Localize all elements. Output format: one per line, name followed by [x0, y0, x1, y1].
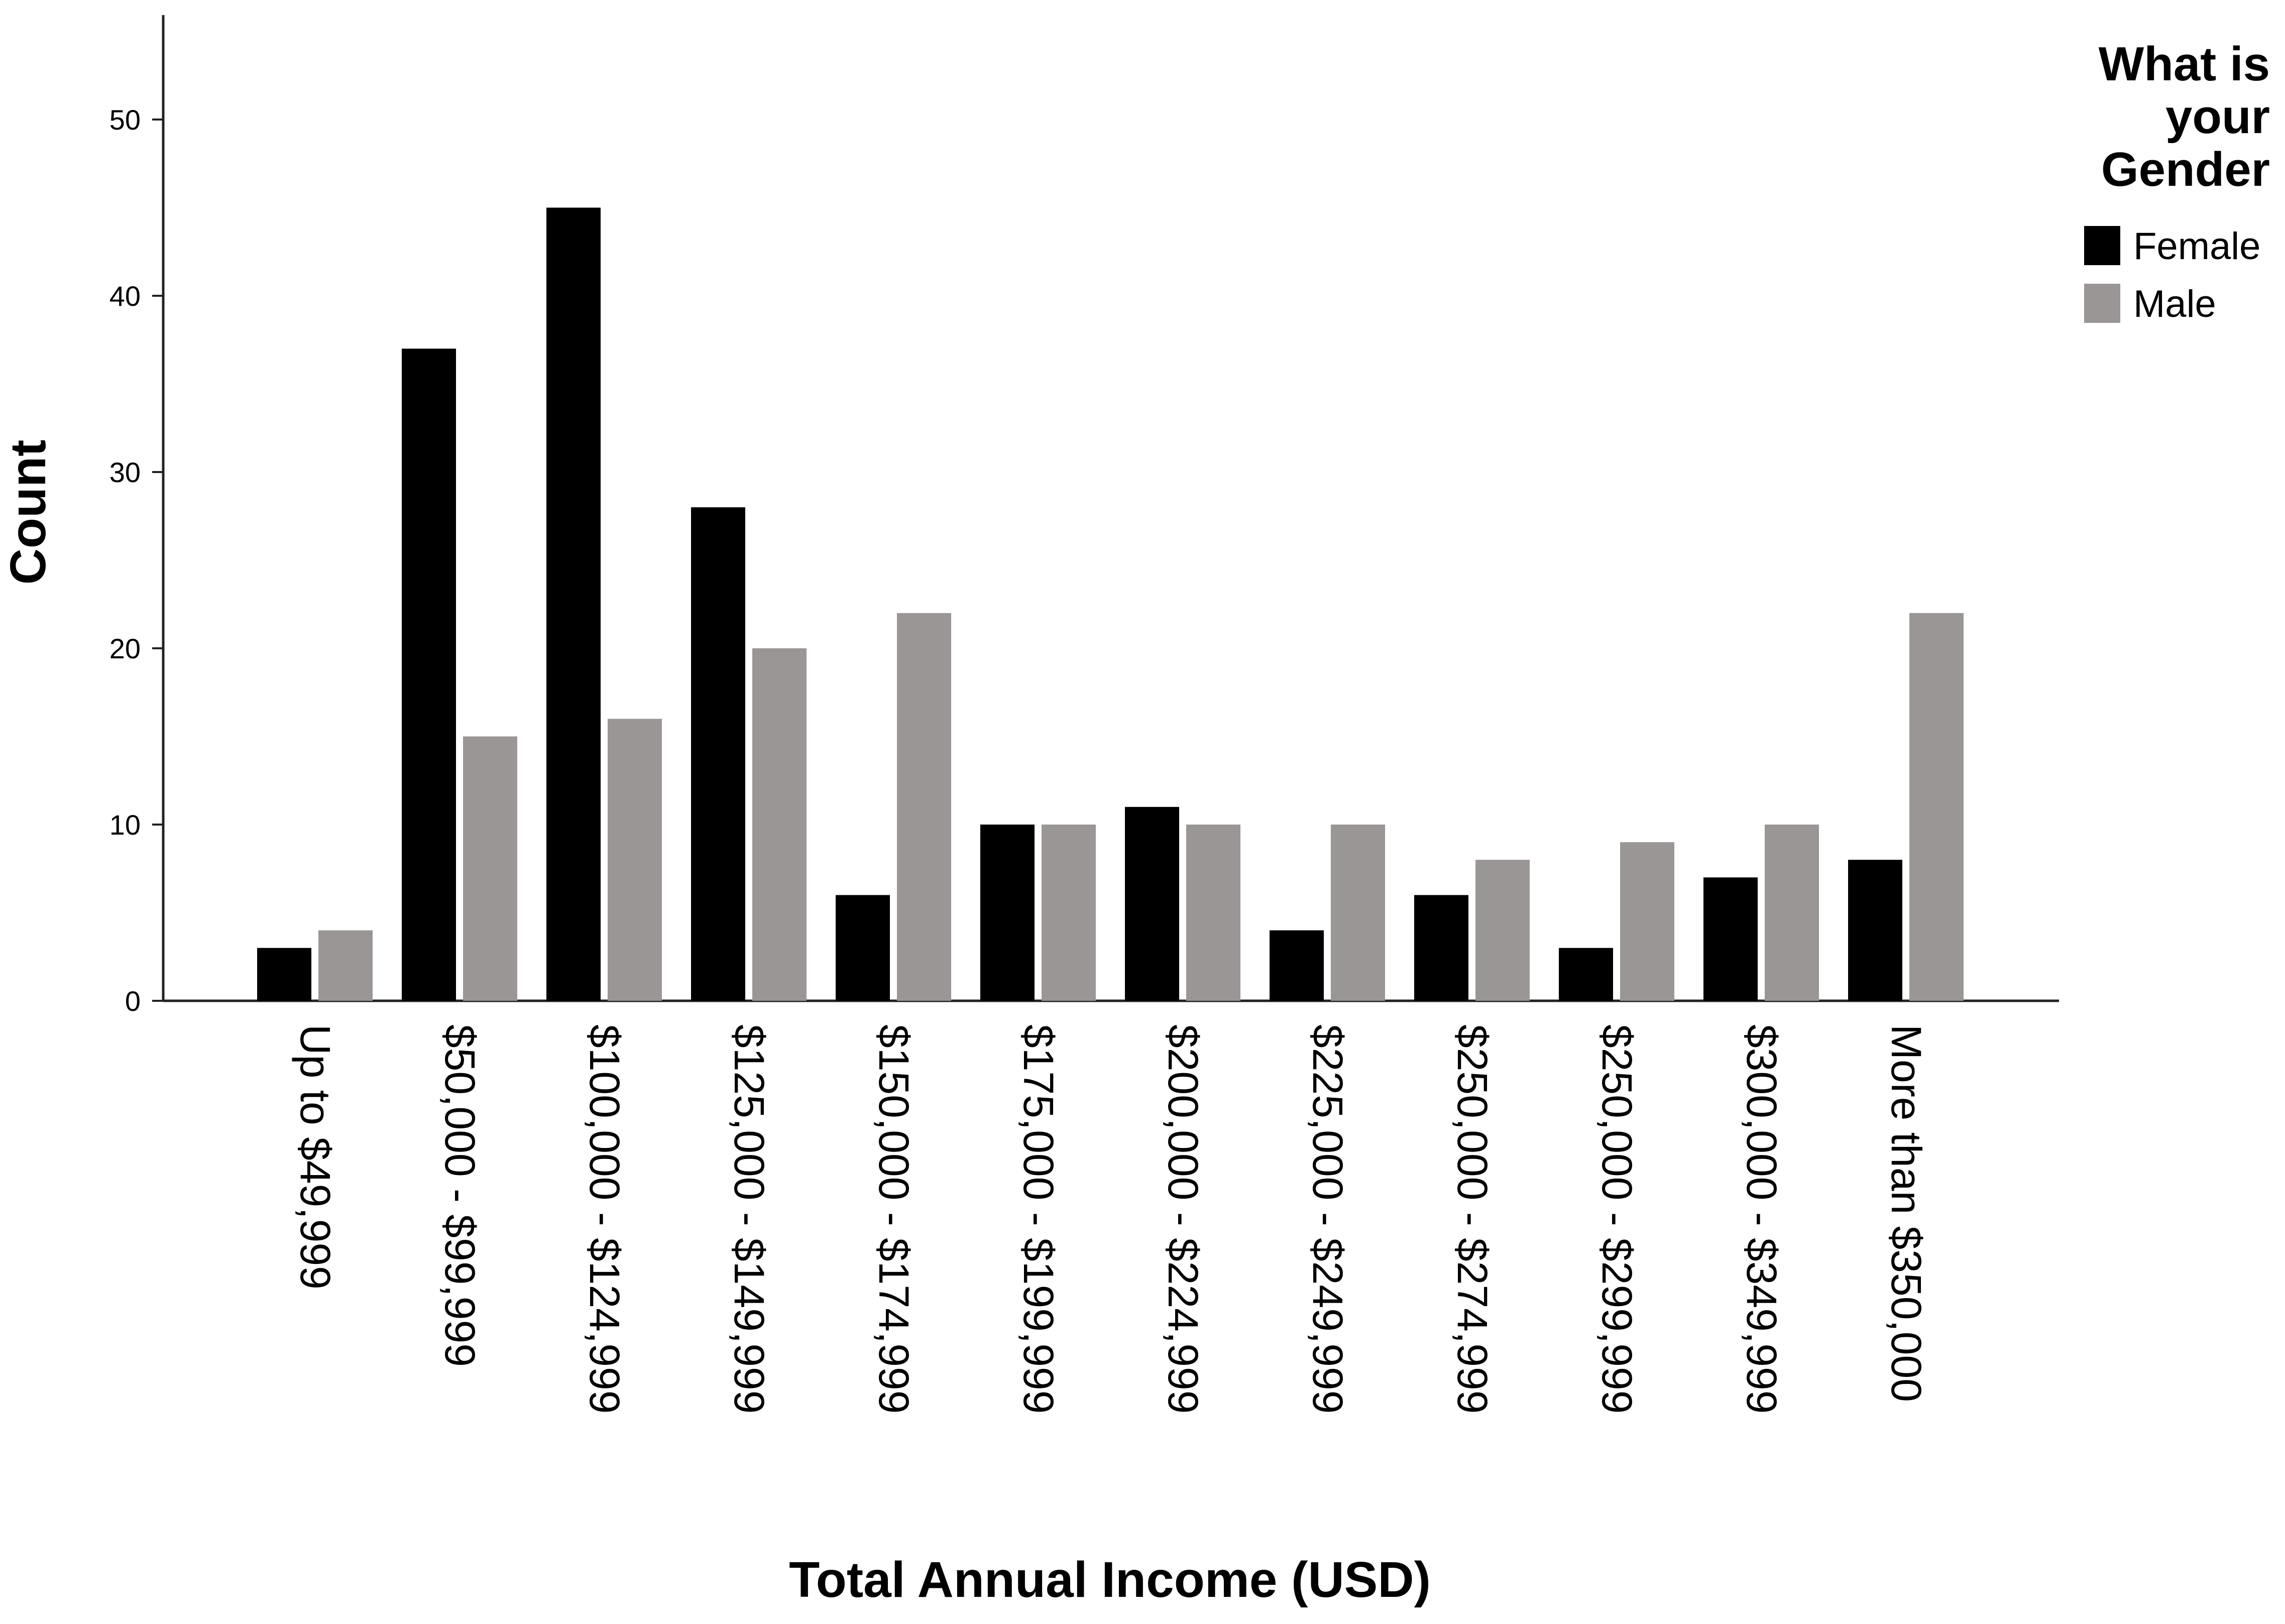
bar-male: [318, 930, 373, 1001]
x-tick-label: More than $350,000: [1883, 1024, 1930, 1402]
labels: Count Up to $49,999 $50,000 - $99,999 $100,…: [0, 440, 1930, 1608]
y-tick-label: 10: [109, 809, 141, 841]
bar-female: [1559, 948, 1613, 1001]
bar-female: [546, 207, 601, 1001]
bars: [257, 207, 1964, 1001]
y-axis-title: Count: [0, 440, 56, 585]
x-tick-label: $300,000 - $349,999: [1738, 1024, 1785, 1414]
bar-male: [1765, 825, 1819, 1001]
x-axis-title: Total Annual Income (USD): [789, 1552, 1431, 1608]
x-tick-label: $125,000 - $149,999: [726, 1024, 773, 1414]
x-tick-label: $100,000 - $124,999: [581, 1024, 628, 1414]
x-tick-label: $250,000 - $299,999: [1593, 1024, 1641, 1414]
bar-male: [463, 736, 517, 1001]
bar-male: [1475, 860, 1530, 1001]
bar-male: [752, 648, 807, 1001]
legend-title-line: Gender: [2101, 143, 2270, 196]
x-tick-label: Up to $49,999: [292, 1024, 339, 1290]
legend-label-male: Male: [2133, 283, 2216, 325]
y-tick-label: 40: [109, 280, 141, 312]
y-tick-label: 20: [109, 633, 141, 664]
y-tick-label: 30: [109, 456, 141, 488]
bar-male: [1042, 825, 1096, 1001]
bar-male: [608, 719, 662, 1001]
bar-female: [1848, 860, 1902, 1001]
bar-female: [402, 349, 456, 1001]
legend-title-line: your: [2165, 90, 2270, 144]
x-tick-label: $150,000 - $174,999: [870, 1024, 918, 1414]
bar-female: [1703, 877, 1758, 1001]
x-tick-label: $225,000 - $249,999: [1304, 1024, 1351, 1414]
legend-title-line: What is: [2099, 37, 2270, 91]
bar-male: [1909, 613, 1964, 1001]
bar-male: [897, 613, 951, 1001]
bar-male: [1620, 842, 1674, 1001]
bar-female: [257, 948, 311, 1001]
bar-female: [1270, 930, 1324, 1001]
bar-female: [1125, 806, 1179, 1001]
bar-female: [836, 895, 890, 1001]
x-tick-label: $175,000 - $199,999: [1015, 1024, 1062, 1414]
x-tick-label: $250,000 - $274,999: [1449, 1024, 1496, 1414]
legend-swatch-female: [2084, 226, 2120, 265]
y-tick-label: 0: [125, 985, 141, 1017]
y-tick-label: 50: [109, 104, 141, 136]
x-tick-label: $200,000 - $224,999: [1160, 1024, 1207, 1414]
bar-female: [691, 507, 745, 1001]
bar-female: [1414, 895, 1468, 1001]
legend-label-female: Female: [2133, 225, 2260, 268]
bar-male: [1186, 825, 1240, 1001]
legend-swatch-male: [2084, 284, 2120, 323]
bar-female: [980, 825, 1035, 1001]
x-tick-label: $50,000 - $99,999: [436, 1024, 484, 1367]
bar-male: [1331, 825, 1385, 1001]
